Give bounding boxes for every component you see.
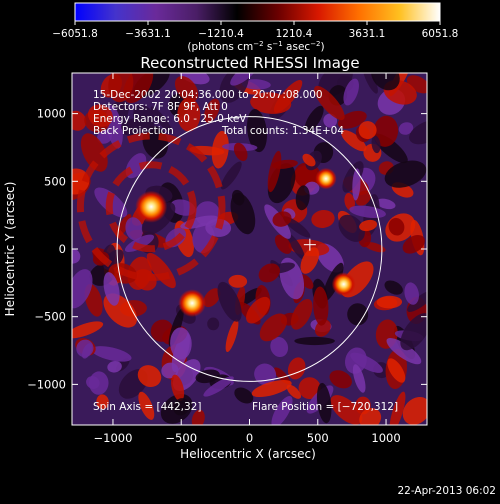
flare-position-label: Flare Position = [−720,312] [252, 401, 398, 413]
timestamp: 22-Apr-2013 06:02 [397, 485, 496, 497]
colorbar-tick-label: −3631.1 [125, 28, 171, 40]
colorbar-tick-label: 3631.1 [349, 28, 386, 40]
y-tick-label: 1000 [37, 107, 66, 121]
colorbar-tick-label: 1210.4 [276, 28, 313, 40]
colorbar-tick-label: −6051.8 [52, 28, 98, 40]
backprojection-pattern [72, 73, 427, 425]
solar-limb-circle [116, 116, 383, 382]
image-area [72, 73, 427, 425]
spin-axis-label: Spin Axis = [442,32] [93, 401, 201, 413]
colorbar-ticks: −6051.8 −3631.1 −1210.4 1210.4 3631.1 6051.8 [52, 21, 458, 40]
x-axis-label: Heliocentric X (arcsec) [180, 447, 316, 461]
colorbar [74, 2, 441, 22]
info-line-detectors: Detectors: 7F 8F 9F, Att 0 [93, 101, 228, 113]
colorbar-tick-label: 6051.8 [422, 28, 459, 40]
y-axis-ticks: −1000 −500 0 500 1000 [27, 107, 427, 391]
source-blob [135, 190, 168, 223]
y-axis-label: Heliocentric Y (arcsec) [3, 182, 17, 317]
source-blob [331, 272, 356, 297]
y-tick-label: 0 [59, 242, 66, 256]
spin-axis-marker [303, 238, 316, 251]
info-line-time: 15-Dec-2002 20:04:36.000 to 20:07:08.000 [93, 89, 323, 101]
colorbar-unit-label: (photons cm−2 s−1 asec−2) [187, 40, 324, 53]
colorbar-tick-label: −1210.4 [198, 28, 244, 40]
y-tick-label: −1000 [27, 377, 66, 391]
info-line-method: Back Projection [93, 125, 174, 137]
y-tick-label: −500 [34, 310, 66, 324]
x-tick-label: −500 [165, 431, 197, 445]
source-blob [315, 167, 337, 190]
info-total-counts: Total counts: 1.34E+04 [221, 125, 344, 137]
info-block: 15-Dec-2002 20:04:36.000 to 20:07:08.000… [93, 89, 344, 137]
chart-title: Reconstructed RHESSI Image [140, 54, 359, 72]
x-axis-ticks: −1000 −500 0 500 1000 [94, 73, 401, 445]
x-tick-label: 1000 [371, 431, 400, 445]
sources [135, 167, 356, 317]
x-tick-label: −1000 [94, 431, 133, 445]
x-tick-label: 0 [246, 431, 253, 445]
x-tick-label: 500 [307, 431, 329, 445]
source-blob [178, 289, 206, 317]
y-tick-label: 500 [44, 174, 66, 188]
info-line-energy: Energy Range: 6.0 - 25.0 keV [93, 113, 247, 125]
